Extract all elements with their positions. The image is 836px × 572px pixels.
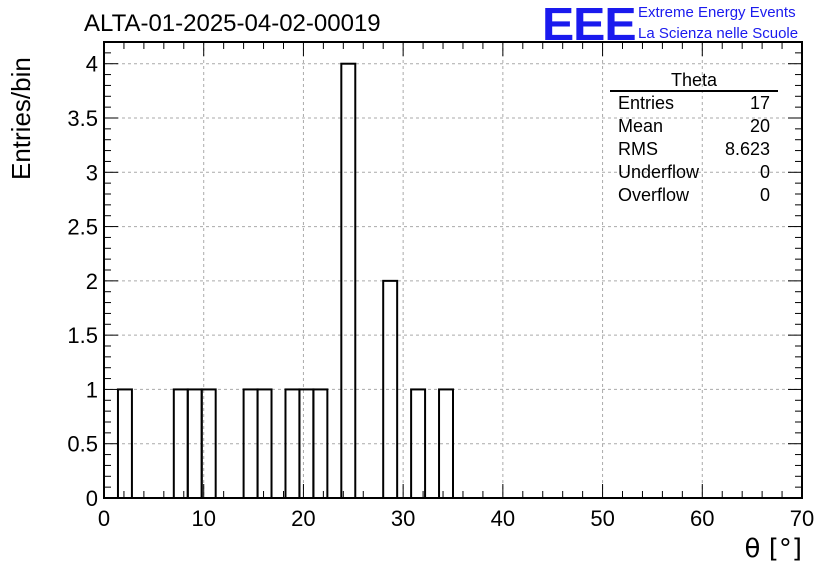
y-axis-label: Entries/bin <box>6 57 36 180</box>
x-tick-label: 0 <box>98 506 110 531</box>
y-tick-label: 1.5 <box>67 323 98 348</box>
histogram-bin <box>382 279 399 499</box>
y-tick-label: 2 <box>86 269 98 294</box>
y-tick-label: 0.5 <box>67 432 98 457</box>
stats-value: 20 <box>749 116 770 136</box>
stats-row-entries: Entries 17 <box>610 92 778 115</box>
stats-label: Overflow <box>618 185 690 205</box>
y-tick-label: 0 <box>86 486 98 511</box>
stats-row-underflow: Underflow 0 <box>610 161 778 184</box>
stats-box: Theta Entries 17 Mean 20 RMS 8.623 Underflow 0 O… <box>610 70 778 207</box>
stats-box-title: Theta <box>610 70 778 92</box>
stats-value: 0 <box>759 185 770 205</box>
y-tick-label: 3.5 <box>67 106 98 131</box>
stats-row-overflow: Overflow 0 <box>610 184 778 207</box>
x-tick-label: 10 <box>191 506 215 531</box>
chart-title: ALTA-01-2025-04-02-00019 <box>84 10 381 37</box>
x-axis-label: θ [°] <box>744 534 802 564</box>
eee-logo: EEE <box>542 0 637 50</box>
histogram-bin <box>172 388 189 499</box>
brand-line-1: Extreme Energy Events <box>638 4 796 21</box>
x-tick-label: 50 <box>590 506 614 531</box>
plot-frame <box>103 41 803 499</box>
x-tick-label: 70 <box>790 506 814 531</box>
stats-label: Mean <box>618 116 664 136</box>
y-tick-label: 3 <box>86 160 98 185</box>
stats-row-mean: Mean 20 <box>610 115 778 138</box>
stats-label: RMS <box>618 139 658 159</box>
x-tick-label: 30 <box>391 506 415 531</box>
y-tick-label: 2.5 <box>67 215 98 240</box>
stats-row-rms: RMS 8.623 <box>610 138 778 161</box>
stats-label: Entries <box>618 93 675 113</box>
y-tick-label: 4 <box>86 52 98 77</box>
brand-line-2: La Scienza nelle Scuole <box>638 25 799 42</box>
stats-value: 0 <box>759 162 770 182</box>
histogram-bin <box>340 62 357 499</box>
x-tick-label: 60 <box>690 506 714 531</box>
histogram-bin <box>298 388 315 499</box>
y-tick-label: 1 <box>86 377 98 402</box>
x-tick-label: 20 <box>291 506 315 531</box>
stats-label: Underflow <box>618 162 700 182</box>
histogram-bin <box>256 388 273 499</box>
x-tick-label: 40 <box>491 506 515 531</box>
stats-value: 17 <box>749 93 770 113</box>
stats-value: 8.623 <box>724 139 770 159</box>
